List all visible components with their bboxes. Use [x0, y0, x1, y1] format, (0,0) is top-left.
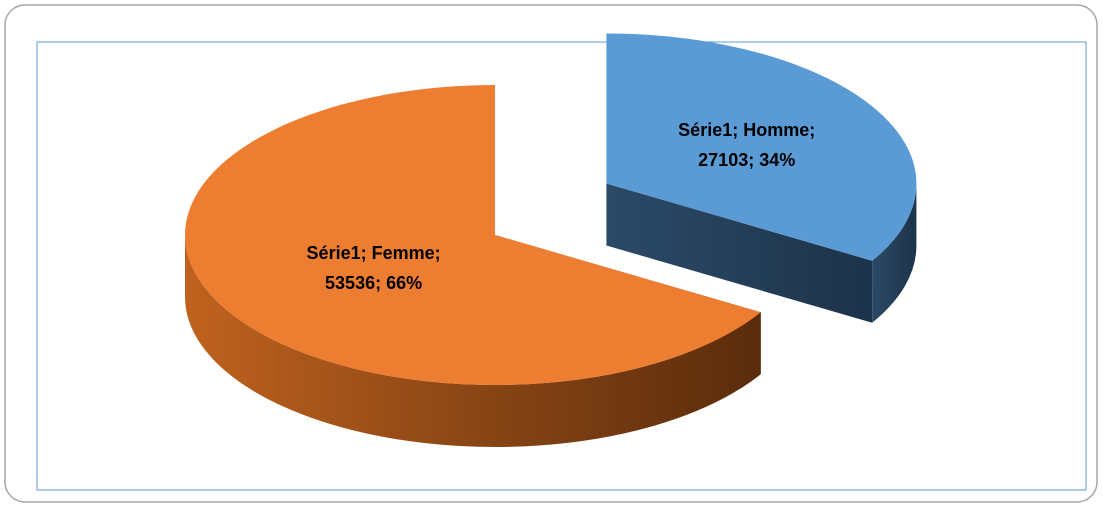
slice-side: [872, 183, 917, 323]
slice-side: [185, 235, 761, 447]
slice: [184, 85, 761, 385]
slice-wall: [606, 183, 873, 323]
plot-frame: [36, 41, 1087, 491]
slice: [606, 33, 917, 261]
data-label: Série1; Femme; 53536; 66%: [306, 243, 441, 294]
data-label: Série1; Homme; 27103; 34%: [678, 120, 816, 171]
pie: [184, 33, 917, 447]
